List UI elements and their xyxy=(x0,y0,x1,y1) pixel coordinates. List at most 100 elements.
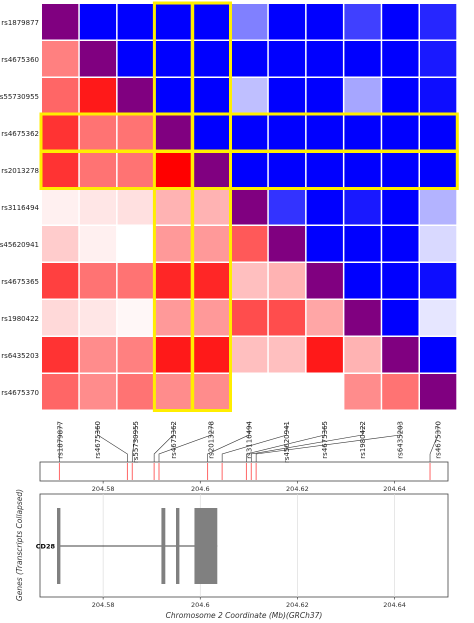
heatmap-row-label: rs4675365 xyxy=(1,278,39,286)
heatmap-cell xyxy=(155,374,192,410)
heatmap-cell xyxy=(155,152,192,188)
heatmap-cell xyxy=(268,115,306,151)
connector-line xyxy=(97,424,128,462)
heatmap-cell xyxy=(42,300,79,336)
heatmap-cell xyxy=(231,152,268,188)
snp-position-track xyxy=(39,461,449,482)
heatmap-cell xyxy=(268,4,306,40)
connector-snp-label: rs2013278 xyxy=(208,421,216,459)
heatmap-cell xyxy=(420,115,457,151)
heatmap-cell xyxy=(382,263,419,299)
heatmap-cell xyxy=(155,226,192,262)
heatmap-cell xyxy=(382,374,419,410)
connector-snp-label: rs3116494 xyxy=(245,420,253,458)
track-tick-label: 204.64 xyxy=(383,485,406,493)
heatmap-cell xyxy=(344,263,381,299)
heatmap-cell xyxy=(420,78,457,114)
heatmap-cell xyxy=(420,189,457,225)
heatmap-cell xyxy=(79,115,117,151)
heatmap-cell xyxy=(344,337,381,373)
heatmap-cell xyxy=(268,263,306,299)
heatmap-cell xyxy=(382,41,419,77)
heatmap-cell xyxy=(42,374,79,410)
heatmap-cell xyxy=(382,189,419,225)
heatmap-cell xyxy=(42,263,79,299)
gene-exon xyxy=(194,508,218,584)
heatmap-row-label: rs4675360 xyxy=(1,56,39,64)
heatmap-cell xyxy=(420,41,457,77)
heatmap-cell xyxy=(268,189,306,225)
heatmap-cell xyxy=(420,337,457,373)
gene-exon xyxy=(57,508,61,584)
heatmap-cell xyxy=(193,374,230,410)
connector-line xyxy=(221,424,288,462)
connector-snp-label: rs45620941 xyxy=(283,421,291,463)
heatmap-cell xyxy=(231,115,268,151)
heatmap-cell xyxy=(117,226,154,262)
position-track-frame xyxy=(39,461,449,482)
heatmap-cell xyxy=(306,337,343,373)
heatmap-cell xyxy=(420,226,457,262)
heatmap-row-label: rs1980422 xyxy=(1,315,39,323)
heatmap-cell xyxy=(79,41,117,77)
highlight-row-box xyxy=(39,149,459,190)
heatmap-cell xyxy=(193,78,230,114)
heatmap-cell xyxy=(382,152,419,188)
heatmap-cell xyxy=(42,337,79,373)
gene-tick-label: 204.6 xyxy=(191,601,210,609)
heatmap-cell xyxy=(79,226,117,262)
heatmap-cell xyxy=(155,78,192,114)
heatmap-highlight xyxy=(39,1,459,412)
connector-snp-label: rs4675365 xyxy=(321,421,329,459)
connector-snp-label: rs55730955 xyxy=(132,421,140,463)
heatmap-cell xyxy=(193,41,230,77)
heatmap-cell xyxy=(231,78,268,114)
heatmap-cell xyxy=(231,41,268,77)
heatmap-cell xyxy=(42,226,79,262)
connector-snp-label: rs6435203 xyxy=(397,421,405,459)
heatmap-cell xyxy=(344,300,381,336)
connector-snp-label: rs4675362 xyxy=(170,421,178,459)
connector-snp-label: rs4675360 xyxy=(94,421,102,459)
heatmap-cell xyxy=(193,115,230,151)
gene-panel-xlabel: Chromosome 2 Coordinate (Mb)(GRCh37) xyxy=(166,611,323,620)
heatmap-cell xyxy=(155,115,192,151)
heatmap-cell xyxy=(382,115,419,151)
track-tick-label: 204.62 xyxy=(286,485,309,493)
heatmap-row-label: rs45620941 xyxy=(0,241,39,249)
heatmap-cell xyxy=(42,189,79,225)
heatmap-row-label: rs4675362 xyxy=(1,130,39,138)
heatmap-cell xyxy=(155,300,192,336)
heatmap-row-label: rs55730955 xyxy=(0,93,39,101)
gene-tick-label: 204.58 xyxy=(92,601,115,609)
heatmap-cell xyxy=(79,78,117,114)
heatmap-cell xyxy=(117,4,154,40)
heatmap-cell xyxy=(79,374,117,410)
heatmap-cell xyxy=(193,226,230,262)
heatmap-row-label: rs6435203 xyxy=(1,352,39,360)
heatmap-cell xyxy=(117,152,154,188)
heatmap-cell xyxy=(344,374,381,410)
heatmap-cell xyxy=(382,300,419,336)
heatmap-cell xyxy=(117,337,154,373)
heatmap-cell xyxy=(231,189,268,225)
position-track-ticks: 204.58 204.6 204.62 204.64 xyxy=(92,481,406,493)
heatmap-row-label: rs4675370 xyxy=(1,389,39,397)
heatmap-cell xyxy=(79,152,117,188)
heatmap-cell xyxy=(155,41,192,77)
heatmap-cell xyxy=(344,41,381,77)
heatmap-row-label: rs2013278 xyxy=(1,167,39,175)
heatmap-cell xyxy=(193,4,230,40)
connector-line xyxy=(250,424,363,462)
gene-panel-frame xyxy=(39,493,449,598)
heatmap-cell xyxy=(231,337,268,373)
connector-snp-label: rs4675370 xyxy=(434,421,442,459)
connector-line xyxy=(131,424,136,462)
heatmap-cell xyxy=(117,189,154,225)
heatmap-cell xyxy=(117,300,154,336)
heatmap-cell xyxy=(268,374,306,410)
heatmap-cell xyxy=(117,263,154,299)
heatmap-cell xyxy=(306,374,343,410)
heatmap-cell xyxy=(79,263,117,299)
heatmap-cell xyxy=(117,115,154,151)
